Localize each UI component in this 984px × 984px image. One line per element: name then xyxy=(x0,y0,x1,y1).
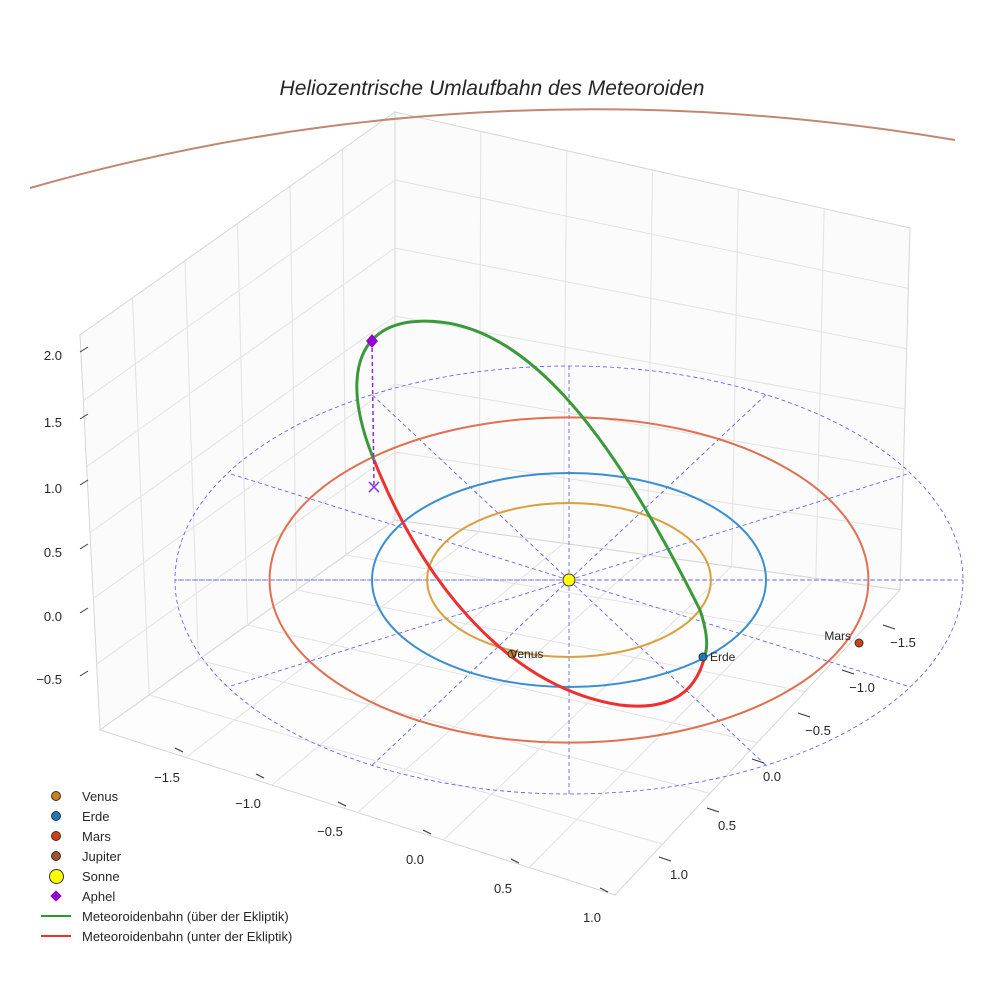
y-tick xyxy=(797,712,811,718)
aphel-drop-line xyxy=(371,340,375,488)
legend-item: Erde xyxy=(38,806,292,826)
legend-swatch xyxy=(41,915,71,917)
legend-item: Venus xyxy=(38,786,292,806)
x-tick-label: 0.0 xyxy=(406,852,424,867)
legend-swatch xyxy=(51,791,61,801)
legend-line-icon xyxy=(38,935,74,937)
grid-line xyxy=(96,451,396,665)
x-tick-label: 0.5 xyxy=(494,881,512,896)
y-tick-label: −0.5 xyxy=(805,723,831,738)
z-tick xyxy=(79,607,89,614)
z-tick-label: 2.0 xyxy=(44,348,62,363)
orbit-mars xyxy=(268,416,870,744)
legend-label: Sonne xyxy=(82,868,120,884)
x-tick xyxy=(255,773,265,779)
venus-marker xyxy=(507,649,517,659)
chart-title: Heliozentrische Umlaufbahn des Meteoroid… xyxy=(280,77,705,100)
y-tick xyxy=(751,758,765,764)
legend-label: Venus xyxy=(82,788,119,804)
orbit-venus xyxy=(426,501,712,659)
legend-dot-icon xyxy=(38,811,74,821)
legend-swatch xyxy=(51,811,61,821)
z-tick-label: 1.5 xyxy=(44,415,62,430)
y-tick-label: 1.0 xyxy=(670,867,688,882)
axis-ticks: 2.0 1.5 1.0 0.5 0.0 −0.5 −1.5 −1.0 −0.5 0.0 0.5 1.0… xyxy=(36,346,916,925)
legend-swatch xyxy=(51,851,61,861)
z-tick xyxy=(79,479,89,486)
legend-dot-icon xyxy=(38,791,74,801)
label-erde: Erde xyxy=(710,650,736,664)
orbits xyxy=(174,365,964,795)
jupiter-orbit xyxy=(29,108,956,189)
z-tick xyxy=(79,670,89,677)
grid-line xyxy=(394,451,902,531)
y-tick-label: −1.5 xyxy=(890,635,916,650)
legend-diamond-icon xyxy=(38,890,74,902)
y-tick xyxy=(882,624,896,630)
meteoroid-orbit-below xyxy=(372,459,707,708)
label-mars: Mars xyxy=(824,629,851,643)
label-venus: Venus xyxy=(510,647,543,661)
legend-label: Aphel xyxy=(82,888,116,904)
z-tick-label: −0.5 xyxy=(36,672,62,687)
orbit-erde xyxy=(371,472,767,688)
x-tick xyxy=(510,858,520,864)
legend-label: Jupiter xyxy=(82,848,122,864)
legend-item: Sonne xyxy=(38,866,292,886)
legend-dot-icon xyxy=(38,851,74,861)
x-tick xyxy=(422,829,432,835)
y-tick-label: 0.5 xyxy=(718,818,736,833)
legend-label: Mars xyxy=(82,828,111,844)
legend-item: Meteoroidenbahn (über der Ekliptik) xyxy=(38,906,292,926)
grid-line xyxy=(528,577,817,868)
y-tick xyxy=(841,669,855,675)
x-tick xyxy=(337,801,347,807)
aphel-marker xyxy=(366,334,378,348)
y-tick xyxy=(706,807,720,813)
y-tick xyxy=(658,856,672,862)
legend-item: Aphel xyxy=(38,886,292,906)
z-tick xyxy=(79,413,89,420)
x-tick-label: −1.0 xyxy=(235,796,261,811)
z-tick-label: 0.5 xyxy=(44,545,62,560)
legend-label: Meteoroidenbahn (über der Ekliptik) xyxy=(82,908,289,924)
x-tick xyxy=(599,887,609,893)
legend-sun-icon xyxy=(38,868,74,884)
legend-item: Jupiter xyxy=(38,846,292,866)
legend-line-icon xyxy=(38,915,74,917)
legend-item: Meteoroidenbahn (unter der Ekliptik) xyxy=(38,926,292,946)
mars-marker xyxy=(854,638,864,648)
legend-swatch xyxy=(51,831,61,841)
legend-swatch xyxy=(48,868,64,884)
meteoroid-orbit-above xyxy=(355,319,709,656)
x-tick xyxy=(174,747,184,753)
z-tick-label: 0.0 xyxy=(44,609,62,624)
z-tick xyxy=(79,543,89,550)
axis-panes xyxy=(79,111,911,896)
y-tick-label: −1.0 xyxy=(849,680,875,695)
sun-marker xyxy=(562,573,576,587)
earth-marker xyxy=(698,652,708,662)
legend-dot-icon xyxy=(38,831,74,841)
x-tick-label: −0.5 xyxy=(317,824,343,839)
legend-label: Erde xyxy=(82,808,110,824)
legend-swatch xyxy=(50,890,62,902)
legend-label: Meteoroidenbahn (unter der Ekliptik) xyxy=(82,928,293,944)
x-tick-label: −1.5 xyxy=(154,770,180,785)
legend-item: Mars xyxy=(38,826,292,846)
x-tick-label: 1.0 xyxy=(583,910,601,925)
legend: Venus Erde Mars Jupiter Sonne Aphel Meteoroide… xyxy=(38,786,292,946)
aphel-projection-marker xyxy=(368,481,380,493)
legend-swatch xyxy=(41,935,71,937)
z-tick xyxy=(79,346,89,353)
y-tick-label: 0.0 xyxy=(763,769,781,784)
z-tick-label: 1.0 xyxy=(44,481,62,496)
